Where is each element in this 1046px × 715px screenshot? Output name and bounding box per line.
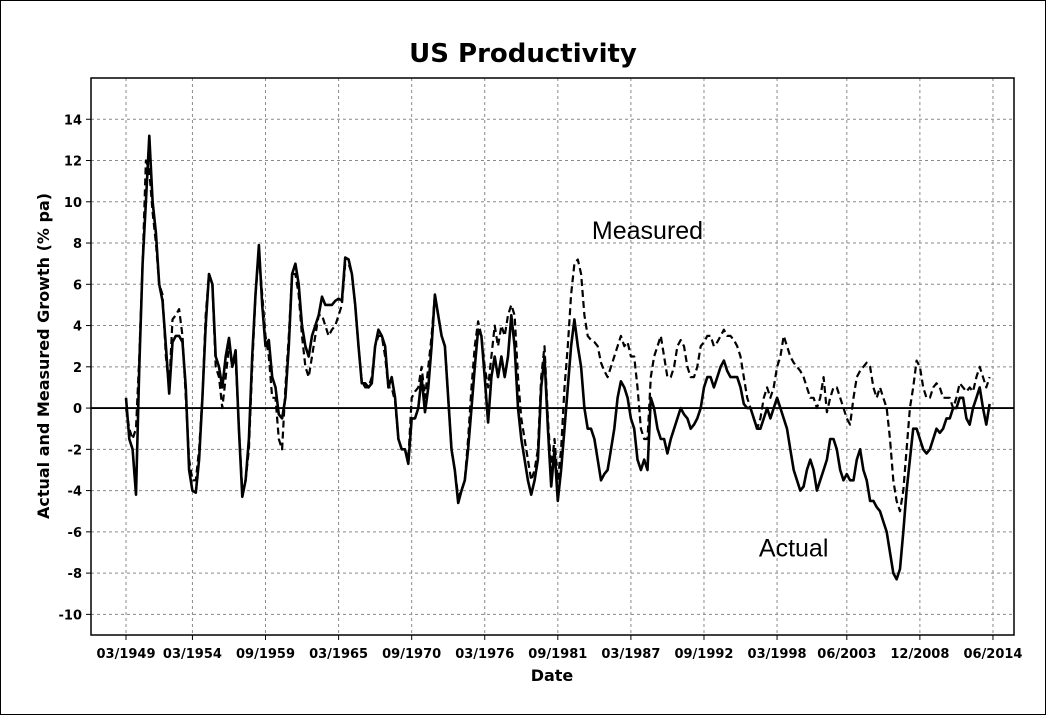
annotation-measured: Measured [592, 217, 703, 245]
x-tick-label: 09/1992 [674, 647, 733, 662]
x-tick-label: 06/2003 [817, 647, 876, 662]
grid-lines [91, 78, 1014, 635]
x-tick-label: 03/1998 [748, 647, 807, 662]
y-tick-label: 2 [73, 361, 82, 376]
y-tick-label: -6 [68, 526, 82, 541]
y-tick-label: 6 [73, 278, 82, 293]
x-axis-title: Date [531, 666, 574, 685]
x-tick-label: 03/1949 [96, 647, 155, 662]
x-tick-label: 03/1954 [163, 647, 222, 662]
x-tick-label: 12/2008 [890, 647, 949, 662]
y-tick-label: -2 [68, 443, 82, 458]
y-tick-label: 10 [64, 196, 82, 211]
x-tick-label: 03/1976 [455, 647, 514, 662]
plot-area [90, 77, 1015, 636]
annotations: Measured Actual [592, 217, 828, 563]
y-tick-label: -10 [59, 608, 83, 623]
y-tick-label: -8 [68, 567, 82, 582]
y-tick-label: 0 [73, 402, 82, 417]
x-tick-label: 09/1970 [382, 647, 441, 662]
x-tick-label: 09/1959 [236, 647, 295, 662]
series-layer [124, 134, 991, 581]
y-axis-title: Actual and Measured Growth (% pa) [34, 193, 53, 519]
y-tick-label: -4 [68, 485, 82, 500]
series-line-actual [124, 134, 991, 581]
y-tick-label: 8 [73, 237, 82, 252]
x-tick-label: 06/2014 [963, 647, 1022, 662]
y-tick-label: 12 [64, 155, 82, 170]
y-axis-ticks: -10 -8 -6 -4 -2 0 2 4 6 8 10 12 14 [59, 113, 91, 623]
y-tick-label: 4 [73, 320, 82, 335]
x-tick-label: 09/1981 [528, 647, 587, 662]
series-line-measured [124, 159, 991, 513]
x-tick-label: 03/1965 [309, 647, 368, 662]
y-tick-label: 14 [64, 113, 82, 128]
x-tick-label: 03/1987 [601, 647, 660, 662]
chart-title: US Productivity [409, 39, 637, 69]
annotation-actual: Actual [759, 535, 828, 563]
x-axis-ticks: 03/1949 03/1954 09/1959 03/1965 09/1970 03/19… [96, 635, 1022, 662]
